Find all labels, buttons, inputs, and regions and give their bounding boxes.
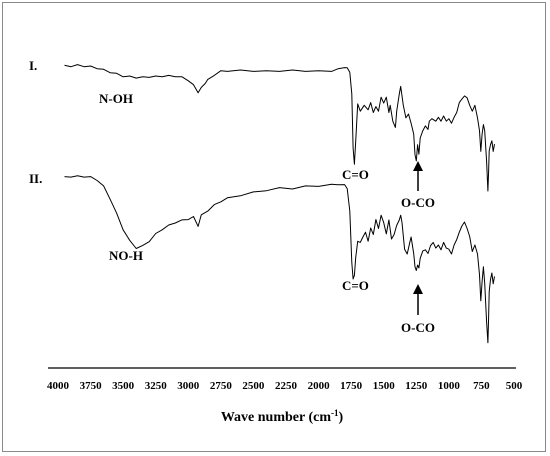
ftir-spectrum-chart: 4000 3750 3500 3250 3000 2750 2500 2250 2000 1750… — [29, 58, 523, 425]
x-tick-label: 1250 — [405, 380, 428, 392]
x-tick-labels: 4000 3750 3500 3250 3000 2750 2500 2250 2000 1750… — [47, 380, 523, 392]
spectrum-curve-1 — [64, 64, 495, 192]
curves-group — [64, 64, 495, 344]
annotation-o-co-ii: O-CO — [401, 320, 435, 335]
x-tick-label: 2500 — [242, 380, 265, 392]
x-axis-title: Wave number (cm-1) — [221, 408, 344, 425]
x-tick-label: 2000 — [308, 380, 331, 392]
x-tick-label: 3750 — [80, 380, 103, 392]
x-tick-label: 2750 — [210, 380, 233, 392]
x-tick-label: 500 — [506, 380, 523, 392]
x-tick-label: 3500 — [112, 380, 135, 392]
figure-frame: 4000 3750 3500 3250 3000 2750 2500 2250 2000 1750… — [2, 2, 546, 452]
annotation-c-o-i: C=O — [342, 167, 369, 182]
series-label-ii: II. — [29, 171, 42, 186]
x-tick-label: 1750 — [340, 380, 363, 392]
arrow-o-co-i — [413, 161, 423, 191]
x-tick-label: 750 — [473, 380, 490, 392]
x-tick-label: 1500 — [373, 380, 396, 392]
x-tick-label: 1000 — [438, 380, 461, 392]
annotation-o-co-i: O-CO — [401, 195, 435, 210]
spectrum-curve-2 — [64, 175, 495, 344]
annotation-n-oh: N-OH — [99, 91, 133, 106]
arrow-o-co-ii — [413, 284, 423, 315]
series-label-i: I. — [29, 58, 37, 73]
annotation-no-h: NO-H — [109, 248, 143, 263]
x-tick-label: 4000 — [47, 380, 70, 392]
x-tick-label: 3250 — [145, 380, 168, 392]
x-tick-label: 3000 — [177, 380, 200, 392]
x-tick-label: 2250 — [275, 380, 298, 392]
annotation-c-o-ii: C=O — [342, 278, 369, 293]
